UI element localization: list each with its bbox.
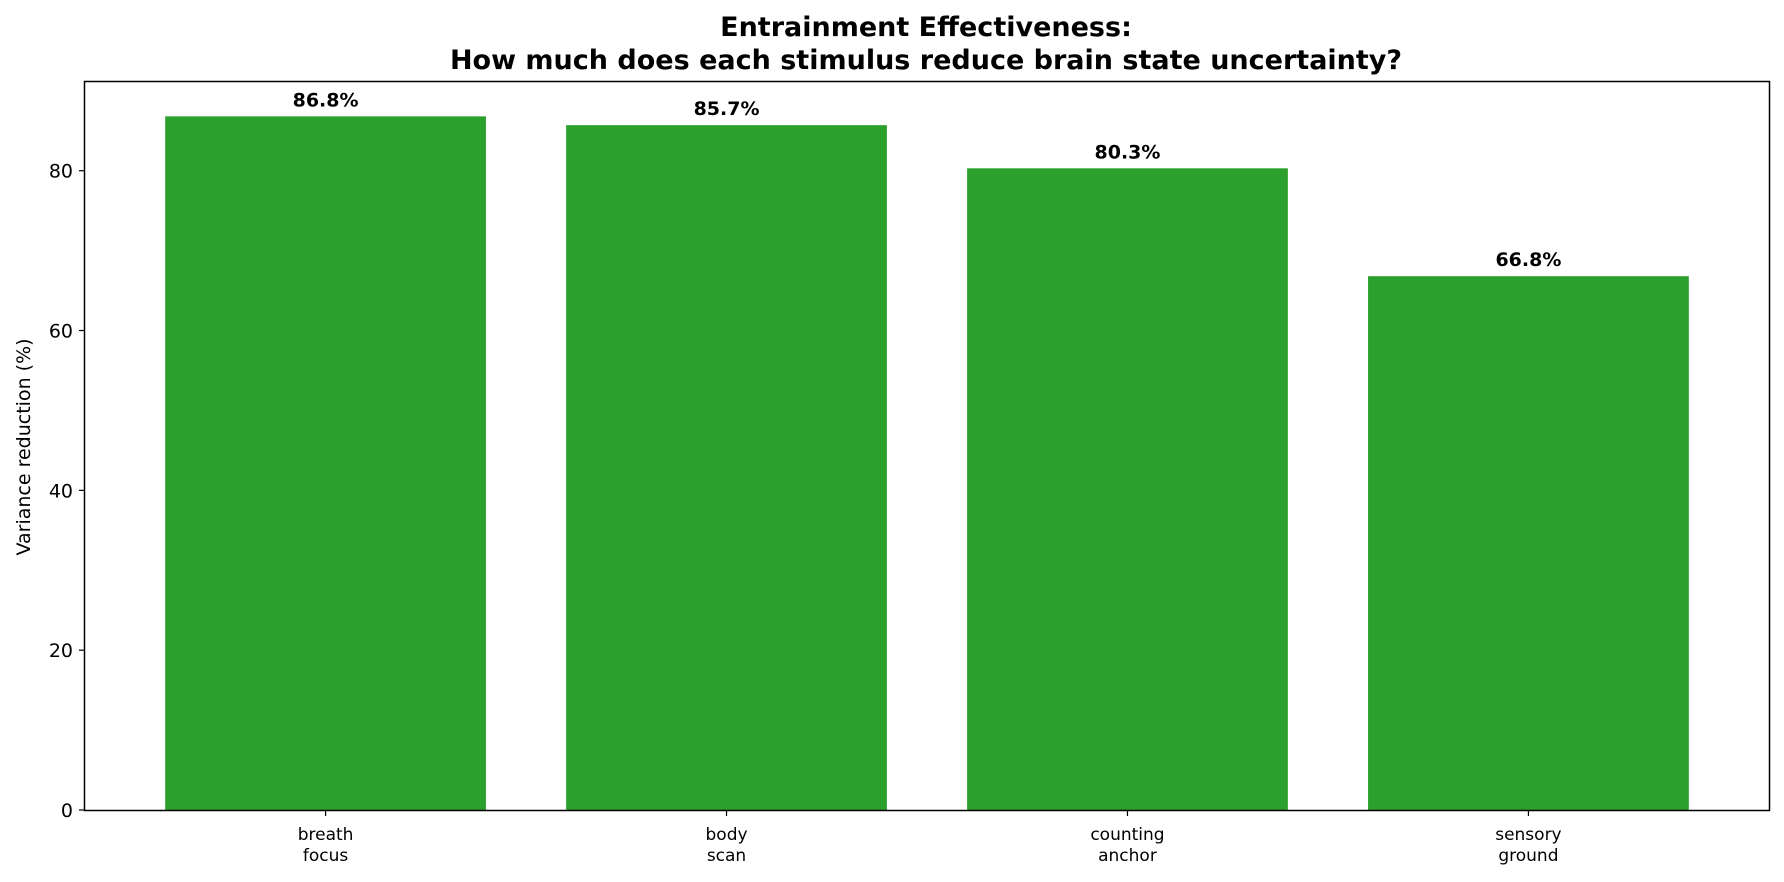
data-labels-layer: 86.8% 85.7% 80.3% 66.8% [293,89,1562,271]
bar [566,125,887,810]
y-tick-label: 20 [49,640,73,662]
y-tick-label: 0 [61,800,73,822]
x-tick-label: anchor [1098,846,1157,866]
y-axis-label: Variance reduction (%) [13,338,35,555]
bar [967,168,1288,810]
bar-value-label: 80.3% [1095,141,1161,163]
x-tick-label: ground [1498,846,1558,866]
chart-title-line-2: How much does each stimulus reduce brain… [450,45,1402,76]
bar-value-label: 66.8% [1495,249,1561,271]
x-tick-label: focus [303,846,349,866]
y-axis: 0 20 40 60 80 [49,161,85,822]
y-tick-label: 40 [49,480,73,502]
bar [1368,276,1689,810]
x-tick-label: counting [1090,825,1164,845]
x-tick-label: body [706,825,748,845]
bar [165,116,486,810]
chart-title-line-1: Entrainment Effectiveness: [720,12,1132,43]
x-tick-label: scan [707,846,746,866]
y-tick-label: 80 [49,161,73,183]
bars-layer [165,116,1689,810]
x-tick-label: sensory [1495,825,1561,845]
plot-frame [83,80,1771,812]
bar-value-label: 86.8% [293,89,359,111]
y-tick-label: 60 [49,321,73,343]
x-tick-label: breath [298,825,354,845]
bar-value-label: 85.7% [694,98,760,120]
